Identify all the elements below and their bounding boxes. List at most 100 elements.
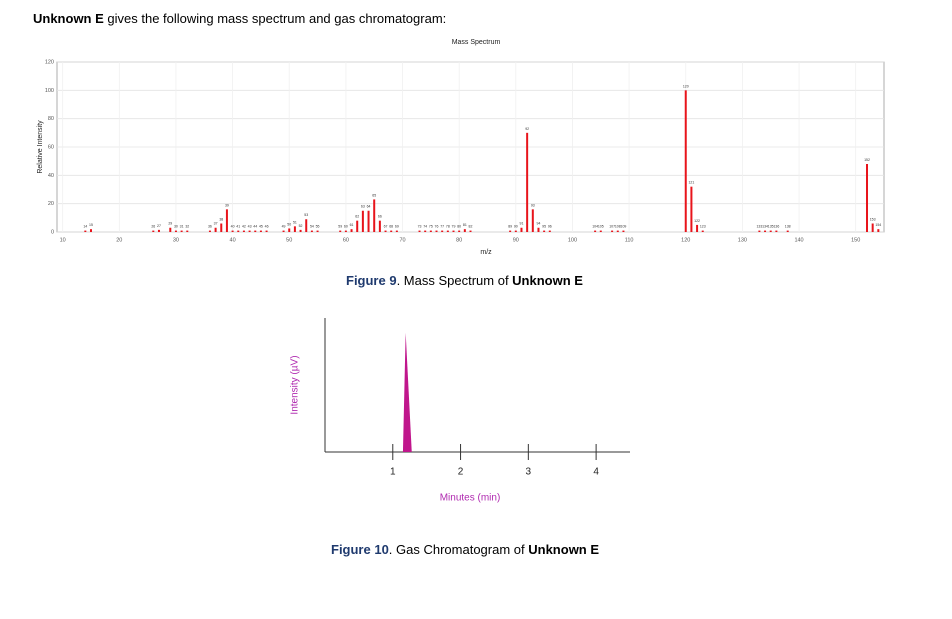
peak-label: 67 (384, 225, 388, 229)
peak (684, 90, 687, 232)
x-tick-label: 2 (458, 467, 464, 478)
peak (186, 230, 189, 232)
x-tick-label: 80 (456, 237, 462, 243)
peak-label: 30 (174, 225, 178, 229)
peak-label: 123 (700, 225, 706, 229)
peak (786, 230, 789, 232)
peak-label: 134 (762, 225, 768, 229)
peak (339, 230, 342, 232)
peak (616, 230, 619, 232)
peak (288, 228, 291, 232)
peak-label: 91 (520, 222, 524, 226)
x-tick-label: 140 (794, 237, 803, 243)
peak-label: 105 (598, 225, 604, 229)
y-tick-label: 0 (51, 229, 54, 235)
peak-label: 153 (870, 217, 876, 221)
caption-text: . Gas Chromatogram of (388, 542, 529, 557)
x-tick-label: 4 (593, 467, 599, 478)
peak-label: 95 (542, 225, 546, 229)
peak-label: 66 (378, 215, 382, 219)
peak (220, 223, 223, 232)
figure-number: Figure 10 (331, 542, 389, 557)
peak-label: 152 (864, 158, 870, 162)
peak-label: 75 (429, 225, 433, 229)
x-tick-label: 20 (116, 237, 122, 243)
y-axis-label: Relative Intensity (37, 120, 44, 174)
peak (594, 230, 597, 232)
peak (248, 230, 251, 232)
peak-label: 120 (683, 84, 689, 88)
peak (84, 230, 87, 232)
peak-label: 81 (463, 223, 467, 227)
peak-label: 50 (287, 222, 291, 226)
peak-label: 68 (389, 225, 393, 229)
peak-label: 38 (219, 217, 223, 221)
chart-title: Mass Spectrum (452, 39, 501, 46)
peak (463, 229, 466, 232)
peak (548, 230, 551, 232)
peak (701, 230, 704, 232)
peak (395, 230, 398, 232)
peak-label: 109 (621, 225, 627, 229)
peak-label: 59 (338, 225, 342, 229)
peak (599, 230, 602, 232)
peak (458, 230, 461, 232)
peak-label: 64 (367, 205, 371, 209)
peak-label: 82 (469, 225, 473, 229)
peak-label: 122 (694, 219, 700, 223)
peak (424, 230, 427, 232)
peak (866, 164, 869, 232)
peak (769, 230, 772, 232)
peak-label: 93 (531, 203, 535, 207)
peak-label: 65 (372, 193, 376, 197)
peak (611, 230, 614, 232)
peak-label: 54 (310, 225, 314, 229)
peak (526, 132, 529, 232)
y-tick-label: 60 (48, 144, 54, 150)
peak-label: 73 (418, 225, 422, 229)
peak (174, 230, 177, 232)
peak-label: 63 (361, 205, 365, 209)
x-tick-label: 150 (851, 237, 860, 243)
peak-label: 39 (225, 203, 229, 207)
peak-label: 29 (168, 222, 172, 226)
peak (384, 230, 387, 232)
chromatogram-peak (402, 332, 412, 452)
peak-label: 77 (440, 225, 444, 229)
peak-label: 107 (609, 225, 615, 229)
peak-label: 37 (214, 222, 218, 226)
peak-label: 45 (259, 225, 263, 229)
heading: Unknown E gives the following mass spect… (33, 11, 446, 26)
x-axis-label: m/z (480, 249, 492, 256)
peak (169, 227, 172, 232)
peak (293, 226, 296, 232)
peak (367, 210, 370, 232)
peak (152, 230, 155, 232)
caption: Figure 10. Gas Chromatogram of Unknown E (331, 542, 599, 557)
peak (622, 230, 625, 232)
peak (208, 230, 211, 232)
peak (877, 229, 880, 232)
peak-label: 90 (514, 225, 518, 229)
peak (446, 230, 449, 232)
peak (305, 219, 308, 232)
peak (344, 230, 347, 232)
peak-label: 138 (785, 225, 791, 229)
figure-number: Figure 9 (346, 273, 397, 288)
heading-bold: Unknown E (33, 11, 104, 26)
peak-label: 40 (231, 225, 235, 229)
peak-label: 43 (248, 225, 252, 229)
peak (509, 230, 512, 232)
peak (520, 227, 523, 232)
peak (390, 230, 393, 232)
peak-label: 32 (185, 225, 189, 229)
peak (764, 230, 767, 232)
peak (361, 210, 364, 232)
caption-bold: Unknown E (528, 542, 600, 557)
peak-label: 135 (768, 225, 774, 229)
peak-label: 74 (423, 225, 427, 229)
peak (214, 227, 217, 232)
peak (435, 230, 438, 232)
peak-label: 76 (435, 225, 439, 229)
